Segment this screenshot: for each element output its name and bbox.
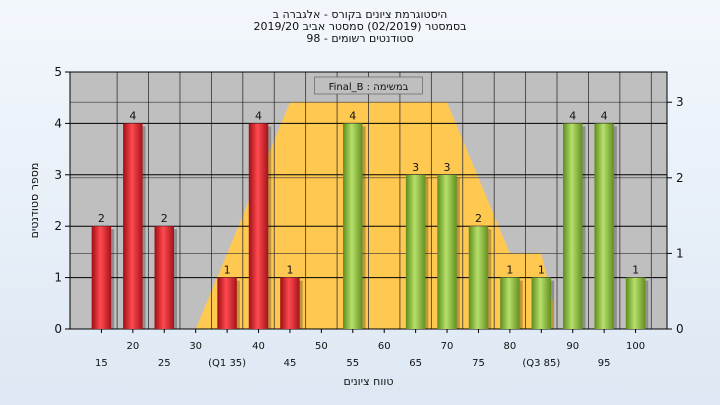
x-tick-label: 95: [598, 358, 611, 369]
x-tick-label: 90: [566, 341, 579, 352]
bar-65: [405, 174, 426, 329]
y-axis-label: מספר סטודנטים: [28, 163, 41, 239]
x-tick-label: 65: [409, 358, 422, 369]
chart-titles: היסטוגרמת ציונים בקורס - אלגברה ב בסמסטר…: [0, 9, 720, 45]
bar-90: [562, 123, 583, 330]
y-tick-label: 3: [54, 168, 62, 182]
y-tick-label: 0: [54, 322, 62, 336]
bar-100: [625, 277, 646, 329]
x-tick-label: (Q1 35): [208, 358, 246, 369]
x-tick-label: 70: [441, 341, 454, 352]
bar-value-label: 1: [632, 264, 639, 277]
bar-value-label: 4: [569, 109, 576, 122]
bar-value-label: 2: [475, 212, 482, 225]
bar-15: [91, 226, 112, 329]
bar-value-label: 4: [129, 109, 136, 122]
bar-25: [154, 226, 175, 329]
bar-value-label: 4: [349, 109, 356, 122]
x-tick-label: 80: [504, 341, 517, 352]
x-tick-label: 30: [189, 341, 202, 352]
bar-40: [248, 123, 269, 330]
y-tick-label: 5: [54, 65, 62, 79]
bar-75: [468, 226, 489, 329]
chart-subtitle-enrolled: סטודנטים רשומים - 98: [306, 32, 414, 45]
x-tick-label: 100: [626, 341, 645, 352]
legend-box: [314, 76, 423, 95]
bar-35: [217, 277, 237, 329]
y-tick-label: 1: [54, 271, 62, 285]
bar-80: [500, 277, 520, 329]
y-tick-label: 2: [54, 219, 62, 233]
x-tick-label: 60: [378, 341, 391, 352]
x-axis-label: טווח ציונים: [344, 375, 394, 388]
y2-tick-label: 0: [676, 322, 684, 336]
y-tick-label: 4: [54, 116, 62, 130]
bar-value-label: 4: [255, 109, 262, 122]
plot-border: [69, 71, 668, 330]
x-tick-label: 40: [252, 341, 265, 352]
legend-label: במשימה : Final_B: [329, 82, 409, 93]
x-tick-label: 50: [315, 341, 328, 352]
x-tick-label: (Q3 85): [522, 358, 560, 369]
chart-title: היסטוגרמת ציונים בקורס - אלגברה ב: [272, 8, 448, 21]
bar-20: [123, 123, 143, 330]
bar-85: [531, 277, 552, 329]
bar-value-label: 3: [412, 161, 419, 174]
bar-55: [343, 123, 363, 330]
y2-tick-label: 3: [676, 95, 684, 109]
bar-value-label: 1: [538, 264, 545, 277]
bar-value-label: 2: [98, 212, 105, 225]
x-tick-label: 55: [346, 358, 359, 369]
secondary-axis-band: [195, 102, 554, 329]
chart-subtitle-semester: בסמסטר (02/2019) סמסטר אביב 2019/20: [253, 20, 467, 33]
bar-value-label: 3: [444, 161, 451, 174]
bar-value-label: 1: [506, 264, 513, 277]
y2-tick-label: 1: [676, 246, 684, 260]
bar-95: [594, 123, 614, 330]
bar-value-label: 4: [601, 109, 608, 122]
bar-70: [437, 174, 457, 329]
x-tick-label: 25: [158, 358, 171, 369]
bar-value-label: 1: [224, 264, 231, 277]
x-tick-label: 75: [472, 358, 485, 369]
bar-45: [280, 277, 300, 329]
bar-value-label: 2: [161, 212, 168, 225]
x-tick-label: 45: [284, 358, 297, 369]
x-tick-label: 15: [95, 358, 108, 369]
x-tick-label: 20: [126, 341, 139, 352]
bar-value-label: 1: [286, 264, 293, 277]
y2-tick-label: 2: [676, 171, 684, 185]
